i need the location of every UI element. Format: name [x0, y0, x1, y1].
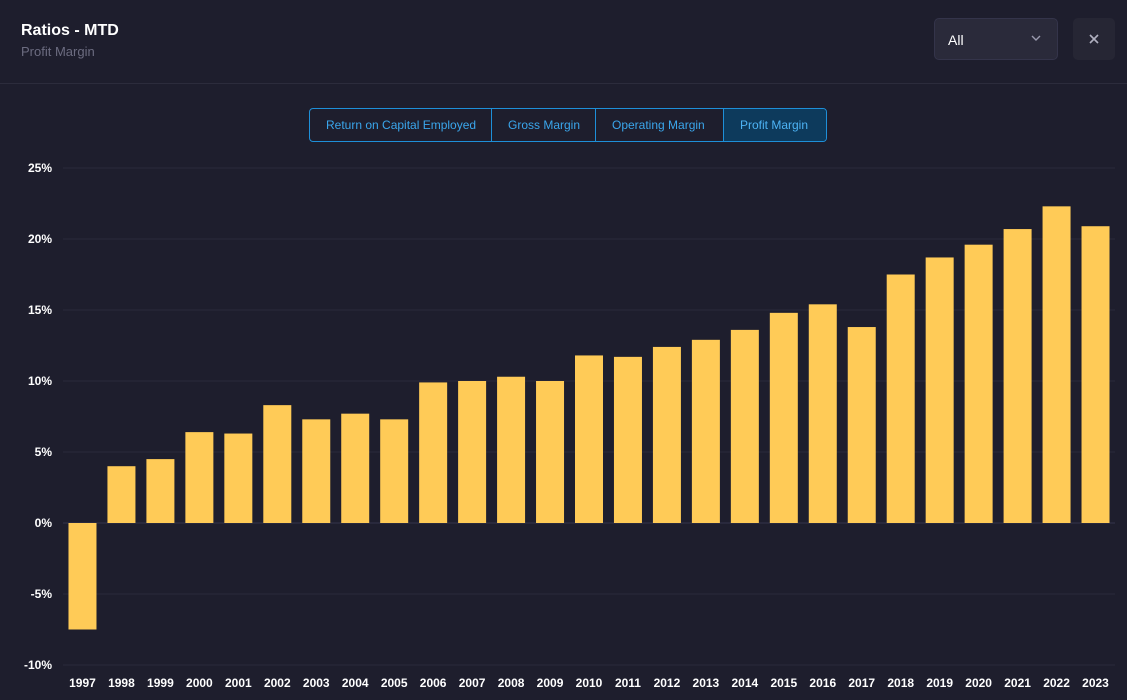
- x-tick-label: 2015: [770, 676, 797, 690]
- y-tick-label: 10%: [28, 374, 52, 388]
- x-tick-label: 2002: [264, 676, 291, 690]
- bar-2004[interactable]: [341, 413, 370, 523]
- bar-2002[interactable]: [263, 405, 292, 523]
- y-tick-label: 5%: [35, 445, 53, 459]
- x-tick-label: 2000: [186, 676, 213, 690]
- chevron-down-icon: [1031, 35, 1041, 41]
- x-tick-label: 2022: [1043, 676, 1070, 690]
- x-tick-label: 2005: [381, 676, 408, 690]
- page-subtitle: Profit Margin: [21, 44, 95, 59]
- bar-2012[interactable]: [652, 346, 681, 523]
- tab-operating-margin[interactable]: Operating Margin: [595, 109, 723, 141]
- x-tick-label: 2016: [809, 676, 836, 690]
- x-tick-label: 2023: [1082, 676, 1109, 690]
- x-tick-label: 2013: [693, 676, 720, 690]
- x-tick-label: 2012: [654, 676, 681, 690]
- bar-2015[interactable]: [769, 312, 798, 523]
- bar-2006[interactable]: [419, 382, 448, 523]
- bar-2021[interactable]: [1003, 229, 1032, 523]
- x-tick-label: 2003: [303, 676, 330, 690]
- x-tick-label: 2011: [615, 676, 641, 690]
- bar-2020[interactable]: [964, 244, 993, 523]
- y-tick-label: -10%: [24, 658, 52, 672]
- y-tick-label: 25%: [28, 161, 52, 175]
- x-tick-label: 2020: [965, 676, 992, 690]
- x-tick-label: 2018: [887, 676, 914, 690]
- x-tick-label: 2008: [498, 676, 525, 690]
- bar-2022[interactable]: [1042, 206, 1071, 523]
- y-tick-label: 20%: [28, 232, 52, 246]
- tab-gross-margin[interactable]: Gross Margin: [491, 109, 595, 141]
- x-tick-label: 1997: [69, 676, 96, 690]
- x-tick-label: 2004: [342, 676, 369, 690]
- bar-2007[interactable]: [458, 381, 487, 523]
- x-tick-label: 1998: [108, 676, 135, 690]
- bar-1997[interactable]: [68, 523, 97, 630]
- close-icon: [1089, 34, 1099, 44]
- bar-1999[interactable]: [146, 459, 175, 523]
- bar-2008[interactable]: [497, 376, 526, 523]
- close-button[interactable]: [1073, 18, 1115, 60]
- period-select[interactable]: All: [934, 18, 1058, 60]
- ratio-tabs: Return on Capital Employed Gross Margin …: [309, 108, 827, 142]
- y-tick-label: 0%: [35, 516, 53, 530]
- x-tick-label: 2006: [420, 676, 447, 690]
- tab-profit-margin[interactable]: Profit Margin: [723, 109, 826, 141]
- header: Ratios - MTD Profit Margin All: [0, 0, 1127, 84]
- y-tick-label: -5%: [31, 587, 53, 601]
- bar-2019[interactable]: [925, 257, 954, 523]
- x-tick-label: 2021: [1004, 676, 1031, 690]
- bar-2000[interactable]: [185, 432, 214, 523]
- x-tick-label: 2014: [732, 676, 759, 690]
- bar-2023[interactable]: [1081, 226, 1110, 523]
- bar-2017[interactable]: [847, 327, 876, 523]
- x-tick-label: 2007: [459, 676, 486, 690]
- bar-2005[interactable]: [380, 419, 409, 523]
- bar-2003[interactable]: [302, 419, 331, 523]
- bar-2010[interactable]: [575, 355, 603, 523]
- x-tick-label: 1999: [147, 676, 174, 690]
- bar-2009[interactable]: [536, 381, 565, 523]
- x-tick-label: 2001: [225, 676, 252, 690]
- period-select-value: All: [948, 32, 964, 48]
- x-tick-label: 2009: [537, 676, 564, 690]
- bar-2013[interactable]: [691, 339, 720, 523]
- bar-2014[interactable]: [730, 329, 759, 523]
- bar-1998[interactable]: [107, 466, 136, 523]
- tab-return-on-capital-employed[interactable]: Return on Capital Employed: [326, 118, 477, 132]
- bar-2011[interactable]: [613, 356, 642, 523]
- profit-margin-bar-chart: 25% 20% 15% 10% 5% 0% -5% -10% 1997 1998 1999 2000 2…: [24, 161, 1115, 690]
- bar-2016[interactable]: [808, 304, 837, 523]
- page-title: Ratios - MTD: [21, 22, 119, 39]
- bar-2001[interactable]: [224, 433, 253, 523]
- bar-2018[interactable]: [886, 274, 915, 524]
- x-tick-label: 2019: [926, 676, 953, 690]
- x-tick-label: 2017: [848, 676, 875, 690]
- y-tick-label: 15%: [28, 303, 52, 317]
- x-tick-label: 2010: [576, 676, 603, 690]
